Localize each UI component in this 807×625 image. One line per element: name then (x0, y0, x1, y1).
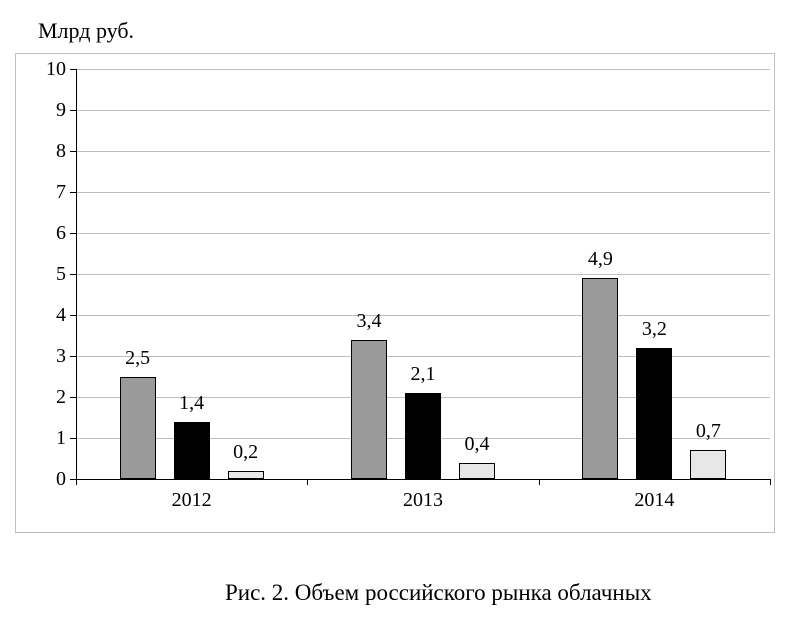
y-tick-label: 7 (36, 181, 66, 204)
x-tick-mark (307, 479, 308, 485)
page: Млрд руб. 0 1 2 3 4 5 6 7 8 9 10 2,5 1,4 0,2 2012 3,4 2,… (0, 0, 807, 625)
bar (405, 393, 441, 479)
y-tick-label: 6 (36, 222, 66, 245)
y-tick-label: 9 (36, 99, 66, 122)
grid-line (76, 110, 770, 111)
bar-value-label: 1,4 (164, 392, 220, 415)
y-tick-label: 3 (36, 345, 66, 368)
y-axis-line (76, 69, 77, 479)
grid-line (76, 233, 770, 234)
grid-line (76, 69, 770, 70)
chart-frame: 0 1 2 3 4 5 6 7 8 9 10 2,5 1,4 0,2 2012 3,4 2,1 0,4 2013 4,… (15, 53, 775, 533)
grid-line (76, 192, 770, 193)
y-tick-label: 10 (36, 58, 66, 81)
bar-value-label: 4,9 (572, 248, 628, 271)
grid-line (76, 151, 770, 152)
plot-area: 0123456789102,51,40,220123,42,10,420134,… (76, 69, 770, 479)
x-tick-label: 2014 (614, 489, 694, 512)
bar (228, 471, 264, 479)
bar-value-label: 0,7 (680, 420, 736, 443)
y-tick-label: 1 (36, 427, 66, 450)
bar-value-label: 3,2 (626, 318, 682, 341)
grid-line (76, 315, 770, 316)
figure-caption: Рис. 2. Объем российского рынка облачных (225, 580, 652, 606)
bar (636, 348, 672, 479)
bar-value-label: 0,2 (218, 441, 274, 464)
x-tick-mark (770, 479, 771, 485)
x-tick-label: 2012 (152, 489, 232, 512)
x-tick-label: 2013 (383, 489, 463, 512)
grid-line (76, 274, 770, 275)
bar (120, 377, 156, 480)
bar (174, 422, 210, 479)
bar-value-label: 0,4 (449, 433, 505, 456)
y-tick-label: 2 (36, 386, 66, 409)
y-tick-label: 8 (36, 140, 66, 163)
bar (582, 278, 618, 479)
x-tick-mark (539, 479, 540, 485)
bar-value-label: 2,5 (110, 347, 166, 370)
bar (690, 450, 726, 479)
bar (459, 463, 495, 479)
x-tick-mark (76, 479, 77, 485)
y-tick-label: 5 (36, 263, 66, 286)
y-tick-label: 0 (36, 468, 66, 491)
y-axis-title: Млрд руб. (38, 18, 134, 44)
x-axis-line (76, 479, 770, 480)
y-tick-label: 4 (36, 304, 66, 327)
bar (351, 340, 387, 479)
bar-value-label: 2,1 (395, 363, 451, 386)
bar-value-label: 3,4 (341, 310, 397, 333)
